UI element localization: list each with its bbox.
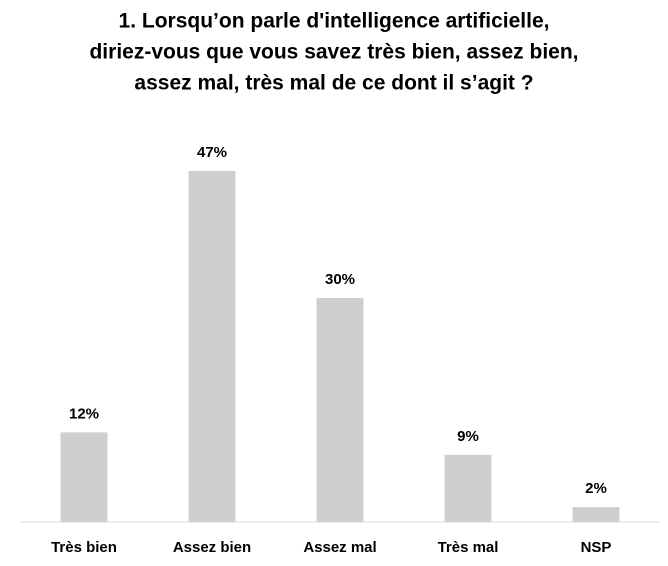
x-tick-label: Assez bien [173, 539, 251, 556]
value-label: 12% [69, 405, 99, 422]
value-label: 30% [325, 271, 355, 288]
chart-title: 1. Lorsqu’on parle d'intelligence artifi… [119, 10, 550, 33]
value-label: 9% [457, 428, 479, 445]
x-tick-label: Très mal [438, 539, 499, 556]
x-tick-label: Assez mal [303, 539, 376, 556]
x-tick-label: NSP [581, 539, 612, 556]
bar [444, 454, 492, 522]
value-label: 47% [197, 144, 227, 161]
bar [572, 507, 620, 522]
value-label: 2% [585, 480, 607, 497]
x-tick-label: Très bien [51, 539, 117, 556]
bar [60, 432, 108, 522]
bar [188, 171, 236, 522]
chart-title: diriez-vous que vous savez très bien, as… [89, 41, 578, 64]
chart-title: assez mal, très mal de ce dont il s’agit… [134, 72, 533, 95]
bar [316, 297, 364, 522]
